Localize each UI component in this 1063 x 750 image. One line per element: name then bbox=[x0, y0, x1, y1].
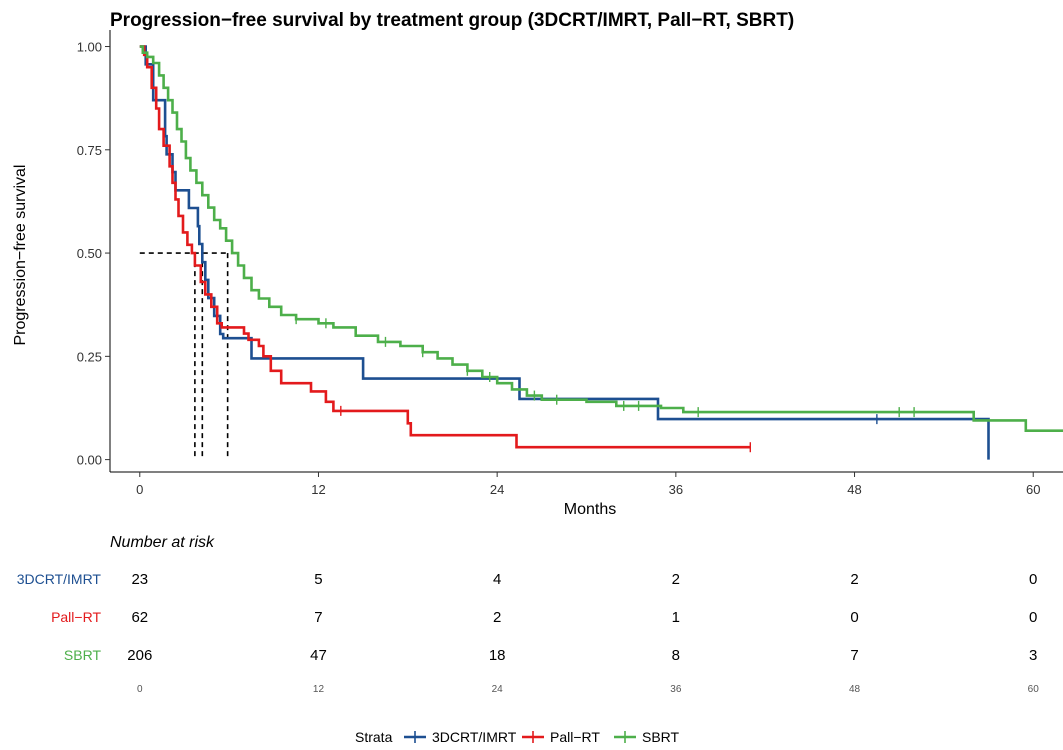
risk-value: 62 bbox=[131, 609, 148, 626]
risk-value: 2 bbox=[672, 571, 680, 588]
risk-time-label: 24 bbox=[492, 684, 504, 695]
x-tick-label: 60 bbox=[1026, 482, 1040, 497]
risk-value: 8 bbox=[672, 647, 680, 664]
x-tick-label: 48 bbox=[847, 482, 861, 497]
risk-time-label: 36 bbox=[670, 684, 682, 695]
y-axis-label: Progression−free survival bbox=[12, 165, 29, 346]
risk-time-label: 0 bbox=[137, 684, 143, 695]
risk-row-label-0: 3DCRT/IMRT bbox=[17, 571, 102, 587]
y-tick-label: 0.75 bbox=[77, 143, 102, 158]
x-tick-label: 24 bbox=[490, 482, 504, 497]
risk-row-label-2: SBRT bbox=[64, 647, 102, 663]
risk-value: 5 bbox=[314, 571, 322, 588]
risk-value: 4 bbox=[493, 571, 501, 588]
legend-label-1: Pall−RT bbox=[550, 729, 600, 745]
legend: Strata 3DCRT/IMRT Pall−RT SBRT bbox=[355, 729, 680, 745]
y-tick-label: 0.00 bbox=[77, 453, 102, 468]
series-line-0 bbox=[139, 45, 990, 460]
x-tick-label: 0 bbox=[136, 482, 143, 497]
series-line-1 bbox=[139, 45, 751, 449]
risk-value: 47 bbox=[310, 647, 327, 664]
risk-value: 7 bbox=[850, 647, 858, 664]
risk-time-label: 12 bbox=[313, 684, 325, 695]
series-line-2 bbox=[139, 45, 1063, 432]
y-tick-label: 0.50 bbox=[77, 246, 102, 261]
risk-value: 2 bbox=[850, 571, 858, 588]
risk-value: 3 bbox=[1029, 647, 1037, 664]
x-tick-label: 36 bbox=[669, 482, 683, 497]
risk-value: 7 bbox=[314, 609, 322, 626]
y-axis-ticks: 0.00 0.25 0.50 0.75 1.00 bbox=[77, 40, 110, 468]
risk-value: 0 bbox=[1029, 609, 1037, 626]
risk-value: 206 bbox=[127, 647, 152, 664]
risk-value: 18 bbox=[489, 647, 506, 664]
x-axis-ticks: 0 12 24 36 48 60 bbox=[136, 472, 1040, 497]
risk-value: 0 bbox=[1029, 571, 1037, 588]
x-tick-label: 12 bbox=[311, 482, 325, 497]
risk-value: 1 bbox=[672, 609, 680, 626]
risk-value: 23 bbox=[131, 571, 148, 588]
x-axis-label: Months bbox=[564, 501, 616, 518]
risk-row-label-1: Pall−RT bbox=[51, 609, 101, 625]
risk-value: 0 bbox=[850, 609, 858, 626]
y-tick-label: 0.25 bbox=[77, 349, 102, 364]
y-tick-label: 1.00 bbox=[77, 40, 102, 55]
risk-time-label: 48 bbox=[849, 684, 861, 695]
risk-table-title: Number at risk bbox=[110, 534, 215, 551]
plot-area bbox=[139, 45, 1063, 460]
risk-value: 2 bbox=[493, 609, 501, 626]
legend-label-0: 3DCRT/IMRT bbox=[432, 729, 517, 745]
legend-title: Strata bbox=[355, 729, 393, 745]
legend-label-2: SBRT bbox=[642, 729, 680, 745]
chart-title: Progression−free survival by treatment g… bbox=[110, 10, 794, 31]
risk-time-label: 60 bbox=[1028, 684, 1040, 695]
